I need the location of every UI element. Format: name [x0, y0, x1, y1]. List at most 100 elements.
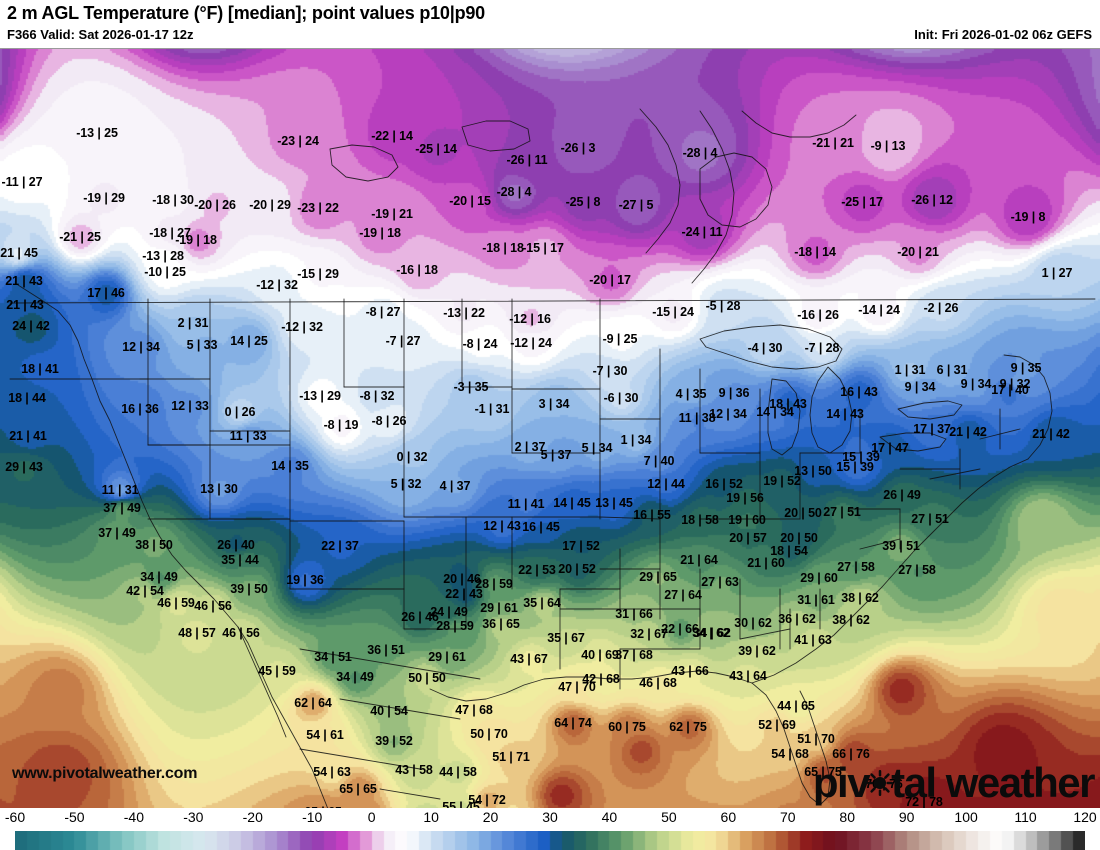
point-value-label: 12 | 44: [647, 476, 685, 491]
point-value-label: 17 | 47: [871, 440, 909, 455]
point-value-label: 15 | 39: [836, 459, 874, 474]
point-value-label: 36 | 65: [482, 616, 520, 631]
point-value-label: 35 | 67: [547, 630, 585, 645]
point-value-label: 29 | 61: [480, 600, 518, 615]
point-value-label: 2 | 37: [514, 439, 546, 454]
point-value-label: 21 | 42: [949, 424, 987, 439]
point-value-label: 65 | 65: [304, 806, 342, 808]
point-value-label: -8 | 32: [359, 388, 395, 403]
point-value-label: 22 | 53: [518, 562, 556, 577]
point-value-label: 35 | 64: [523, 595, 561, 610]
point-value-label: 27 | 51: [911, 511, 949, 526]
point-value-label: 44 | 58: [439, 764, 477, 779]
point-value-label: 38 | 62: [841, 590, 879, 605]
point-value-label: -20 | 17: [589, 272, 631, 287]
point-value-label: 54 | 68: [771, 746, 809, 761]
point-value-label: 20 | 46: [443, 571, 481, 586]
point-value-label: -19 | 8: [1010, 209, 1046, 224]
colorbar-tick: 70: [779, 809, 796, 825]
point-value-label: -18 | 30: [152, 192, 194, 207]
site-url-watermark: www.pivotalweather.com: [12, 765, 198, 782]
colorbar-tick: 50: [661, 809, 677, 825]
point-value-label: 39 | 51: [882, 538, 920, 553]
point-value-label: 17 | 40: [991, 382, 1029, 397]
point-value-label: -20 | 26: [194, 197, 236, 212]
point-value-label: 9 | 34: [904, 379, 936, 394]
point-value-label: -8 | 27: [365, 304, 401, 319]
point-value-label: 50 | 50: [408, 670, 446, 685]
point-value-label: -23 | 24: [277, 133, 319, 148]
point-value-label: 14 | 34: [756, 404, 794, 419]
point-value-label: 26 | 40: [217, 537, 255, 552]
point-value-label: 14 | 25: [230, 333, 268, 348]
point-value-label: 1 | 27: [1041, 265, 1073, 280]
point-value-label: 21 | 43: [5, 273, 43, 288]
point-value-label: 36 | 51: [367, 642, 405, 657]
point-value-label: -7 | 27: [385, 333, 421, 348]
point-value-label: -15 | 29: [297, 266, 339, 281]
point-value-label: 21 | 41: [9, 428, 47, 443]
point-value-label: 24 | 42: [12, 318, 50, 333]
sun-icon: [867, 770, 894, 796]
point-value-label: -2 | 26: [923, 300, 959, 315]
point-value-label: 43 | 67: [510, 651, 548, 666]
point-value-label: -22 | 14: [371, 128, 413, 143]
point-value-label: -21 | 45: [0, 245, 38, 260]
point-value-label: 21 | 42: [1032, 426, 1070, 441]
point-value-label: 41 | 63: [794, 632, 832, 647]
point-value-label: -13 | 25: [76, 125, 118, 140]
point-value-label: 37 | 68: [615, 647, 653, 662]
point-value-label: 6 | 31: [936, 362, 968, 377]
point-value-label: 18 | 43: [769, 396, 807, 411]
point-value-label: 72 | 78: [905, 794, 943, 808]
point-value-label: 40 | 54: [370, 703, 408, 718]
colorbar-tick: 110: [1014, 809, 1037, 825]
point-value-label: -7 | 28: [804, 340, 840, 355]
point-value-label: 64 | 74: [554, 715, 592, 730]
point-value-label: 38 | 50: [135, 537, 173, 552]
point-value-label: 9 | 34: [960, 376, 992, 391]
point-value-label: 47 | 68: [455, 702, 493, 717]
point-value-label: -28 | 4: [496, 184, 532, 199]
point-value-label: 45 | 59: [258, 663, 296, 678]
point-value-label: -19 | 18: [359, 225, 401, 240]
point-value-label: 29 | 65: [639, 569, 677, 584]
point-value-label: -1 | 31: [474, 401, 510, 416]
valid-time-label: F366 Valid: Sat 2026-01-17 12z: [7, 27, 194, 42]
point-value-label: 20 | 50: [780, 530, 818, 545]
logo-text-part2: tal weather: [891, 759, 1095, 806]
point-value-label: 47 | 70: [558, 679, 596, 694]
point-value-label: -20 | 29: [249, 197, 291, 212]
point-value-label: -13 | 22: [443, 305, 485, 320]
point-value-label: -26 | 11: [506, 152, 548, 167]
point-value-label: 0 | 32: [396, 449, 428, 464]
point-value-label: 54 | 72: [468, 792, 506, 807]
point-value-label: 20 | 50: [784, 505, 822, 520]
point-value-label: 21 | 64: [680, 552, 718, 567]
point-value-label: 13 | 45: [595, 495, 633, 510]
point-value-label: -16 | 18: [396, 262, 438, 277]
point-value-label: 32 | 67: [630, 626, 668, 641]
colorbar-tick: 60: [720, 809, 737, 825]
point-value-label: 55 | 45: [442, 799, 480, 808]
point-value-label: 17 | 37: [913, 421, 951, 436]
colorbar-tick: -10: [302, 809, 323, 825]
point-value-label: 5 | 33: [186, 337, 218, 352]
point-value-label: 26 | 49: [883, 487, 921, 502]
point-value-label: -20 | 15: [449, 193, 491, 208]
point-value-label: 13 | 50: [794, 463, 832, 478]
point-value-label: 20 | 52: [558, 561, 596, 576]
point-value-label: -28 | 4: [682, 145, 718, 160]
point-value-label: 39 | 62: [738, 643, 776, 658]
point-value-label: 16 | 43: [840, 384, 878, 399]
point-value-label: -8 | 26: [371, 413, 407, 428]
point-value-label: 11 | 38: [678, 410, 716, 425]
point-value-label: 65 | 75: [804, 764, 842, 779]
point-value-label: 26 | 46: [401, 609, 439, 624]
point-value-label: -23 | 22: [297, 200, 339, 215]
point-value-label: 16 | 36: [121, 401, 159, 416]
temperature-map[interactable]: -13 | 25 -11 | 27 -18 | 30 -19 | 29 -20 | 26…: [0, 48, 1100, 808]
colorbar-tick: 120: [1073, 809, 1097, 825]
point-value-label: -21 | 25: [59, 229, 101, 244]
point-value-label: -12 | 32: [281, 319, 323, 334]
